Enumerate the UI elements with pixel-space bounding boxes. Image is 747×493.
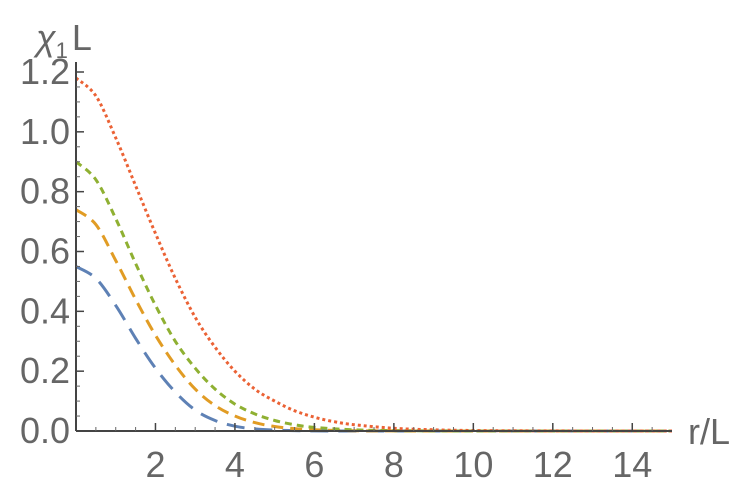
x-tick-label: 6 xyxy=(304,444,324,485)
y-tick-label: 1.2 xyxy=(20,51,70,92)
x-tick-label: 12 xyxy=(533,444,573,485)
x-tick-label: 4 xyxy=(225,444,245,485)
y-axis-title-main: χ xyxy=(33,17,57,58)
series-layer xyxy=(74,76,673,433)
axes xyxy=(75,62,672,432)
y-tick-label: 0.4 xyxy=(20,290,70,331)
y-axis-title-tail: L xyxy=(72,17,92,58)
series-line-4 xyxy=(74,76,673,433)
y-axis-title-sub: 1 xyxy=(56,38,68,63)
y-tick-label: 0.8 xyxy=(20,171,70,212)
tick-labels: 2 4 6 8 10 12 14 0.0 0.2 0.4 0.6 0.8 1.0 1.2 xyxy=(20,51,652,485)
x-tick-label: 14 xyxy=(612,444,652,485)
x-tick-label: 8 xyxy=(384,444,404,485)
y-tick-label: 0.6 xyxy=(20,231,70,272)
y-tick-label: 1.0 xyxy=(20,111,70,152)
x-tick-label: 10 xyxy=(453,444,493,485)
y-tick-label: 0.2 xyxy=(20,350,70,391)
series-line-3 xyxy=(75,160,672,433)
x-axis-title: r/L xyxy=(688,411,730,452)
y-axis-title: χ1 L xyxy=(33,17,92,63)
series-line-2 xyxy=(75,208,672,433)
y-tick-label: 0.0 xyxy=(20,410,70,451)
series-line-1 xyxy=(75,265,672,433)
x-tick-label: 2 xyxy=(145,444,165,485)
ticks xyxy=(76,71,653,432)
